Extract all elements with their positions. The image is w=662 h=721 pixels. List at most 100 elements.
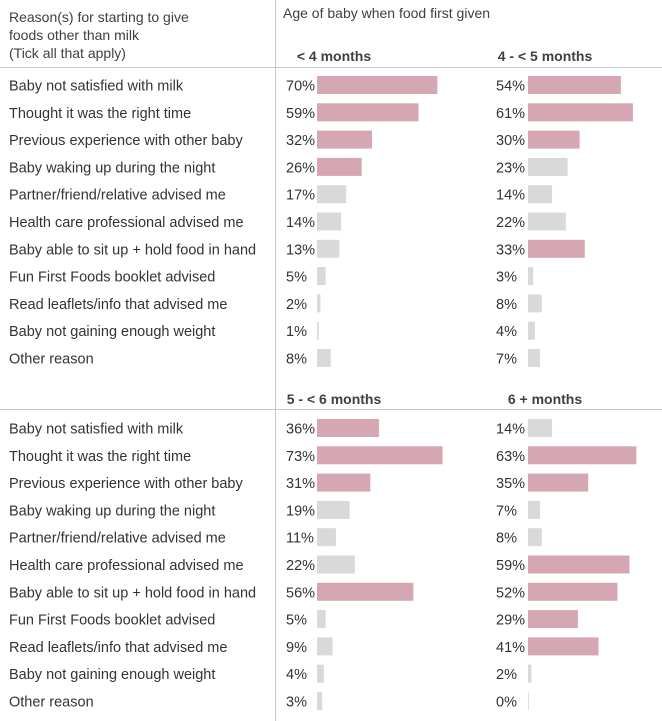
bar bbox=[317, 349, 331, 367]
bar bbox=[528, 419, 553, 437]
data-label: 11% bbox=[286, 531, 314, 547]
data-label: 59% bbox=[496, 558, 525, 574]
data-label: 29% bbox=[496, 613, 525, 629]
data-label: 14% bbox=[496, 188, 525, 204]
category-label: Fun First Foods booklet advised bbox=[9, 613, 215, 629]
data-label: 14% bbox=[286, 215, 315, 231]
bar bbox=[528, 528, 542, 547]
data-label: 19% bbox=[286, 503, 315, 519]
data-label: 61% bbox=[496, 106, 525, 122]
bar bbox=[317, 157, 362, 176]
data-label: 30% bbox=[496, 133, 525, 149]
category-label: Partner/friend/relative advised me bbox=[9, 188, 226, 204]
bar bbox=[528, 130, 580, 149]
bar bbox=[528, 610, 578, 629]
data-label: 54% bbox=[496, 79, 525, 95]
series-2-1: 5 - < 6 months 36% 73% 31% 19% 11% 22% 56% 5% 9% 4… bbox=[286, 391, 443, 711]
bar bbox=[528, 349, 541, 367]
series-header: 6 + months bbox=[508, 391, 583, 407]
category-label: Other reason bbox=[9, 352, 94, 368]
chart-panels: Baby not satisfied with milk Thought it w… bbox=[9, 48, 637, 711]
category-label: Health care professional advised me bbox=[9, 215, 244, 231]
bar bbox=[528, 185, 553, 204]
data-label: 3% bbox=[286, 695, 307, 711]
age-title: Age of baby when food first given bbox=[283, 5, 490, 21]
category-label: Partner/friend/relative advised me bbox=[9, 531, 226, 547]
data-label: 7% bbox=[496, 352, 517, 368]
bar bbox=[528, 664, 532, 683]
bar bbox=[528, 103, 633, 122]
bar bbox=[317, 267, 326, 286]
data-label: 36% bbox=[286, 422, 315, 438]
category-label: Previous experience with other baby bbox=[9, 133, 243, 149]
category-label: Baby not gaining enough weight bbox=[9, 324, 215, 340]
category-label: Health care professional advised me bbox=[9, 558, 244, 574]
data-label: 13% bbox=[286, 242, 315, 258]
data-label: 1% bbox=[286, 324, 307, 340]
data-label: 14% bbox=[496, 422, 525, 438]
data-label: 8% bbox=[286, 352, 307, 368]
data-label: 32% bbox=[286, 133, 315, 149]
bar bbox=[528, 267, 534, 286]
bar bbox=[317, 692, 323, 710]
data-label: 41% bbox=[496, 640, 525, 656]
bar bbox=[528, 692, 529, 710]
category-label: Previous experience with other baby bbox=[9, 476, 243, 492]
bar bbox=[528, 500, 541, 519]
bar bbox=[528, 473, 589, 492]
bar bbox=[317, 446, 443, 465]
bar bbox=[317, 637, 333, 656]
bar bbox=[528, 76, 621, 94]
data-label: 22% bbox=[286, 558, 315, 574]
bar bbox=[528, 446, 637, 465]
data-label: 73% bbox=[286, 449, 315, 465]
chart-header: Reason(s) for starting to give foods oth… bbox=[9, 5, 490, 61]
data-label: 23% bbox=[496, 160, 525, 176]
bar bbox=[317, 664, 324, 683]
data-label: 9% bbox=[286, 640, 307, 656]
data-label: 17% bbox=[286, 188, 315, 204]
bar bbox=[317, 76, 438, 94]
data-label: 70% bbox=[286, 79, 315, 95]
data-label: 0% bbox=[496, 695, 517, 711]
data-label: 35% bbox=[496, 476, 525, 492]
data-label: 26% bbox=[286, 160, 315, 176]
category-label: Baby able to sit up + hold food in hand bbox=[9, 585, 256, 601]
category-label: Thought it was the right time bbox=[9, 106, 191, 122]
series-header: 5 - < 6 months bbox=[287, 391, 382, 407]
panel-2: Baby not satisfied with milk Thought it w… bbox=[9, 391, 637, 711]
data-label: 8% bbox=[496, 531, 517, 547]
data-label: 5% bbox=[286, 613, 307, 629]
series-header: 4 - < 5 months bbox=[498, 48, 593, 64]
category-label: Baby able to sit up + hold food in hand bbox=[9, 242, 256, 258]
bar bbox=[317, 582, 414, 601]
category-label: Baby not satisfied with milk bbox=[9, 79, 184, 95]
bar bbox=[317, 500, 350, 519]
category-label: Baby waking up during the night bbox=[9, 160, 215, 176]
data-label: 2% bbox=[286, 297, 307, 313]
bar bbox=[528, 582, 618, 601]
bar bbox=[528, 212, 566, 231]
bar bbox=[528, 321, 535, 340]
category-label: Other reason bbox=[9, 695, 94, 711]
bar bbox=[317, 185, 347, 204]
category-label: Read leaflets/info that advised me bbox=[9, 640, 227, 656]
data-label: 4% bbox=[496, 324, 517, 340]
data-label: 56% bbox=[286, 585, 315, 601]
data-label: 63% bbox=[496, 449, 525, 465]
category-label: Baby waking up during the night bbox=[9, 503, 215, 519]
category-label: Read leaflets/info that advised me bbox=[9, 297, 227, 313]
category-label: Baby not gaining enough weight bbox=[9, 667, 215, 683]
data-label: 59% bbox=[286, 106, 315, 122]
data-label: 5% bbox=[286, 270, 307, 286]
bar bbox=[317, 555, 355, 574]
bar bbox=[528, 239, 585, 258]
category-label: Fun First Foods booklet advised bbox=[9, 270, 215, 286]
data-label: 33% bbox=[496, 242, 525, 258]
category-label: Baby not satisfied with milk bbox=[9, 422, 184, 438]
series-1-2: 4 - < 5 months 54% 61% 30% 23% 14% 22% 33% 3% 8% 4… bbox=[496, 48, 633, 368]
bar bbox=[317, 239, 340, 258]
question-line-3: (Tick all that apply) bbox=[9, 45, 126, 61]
